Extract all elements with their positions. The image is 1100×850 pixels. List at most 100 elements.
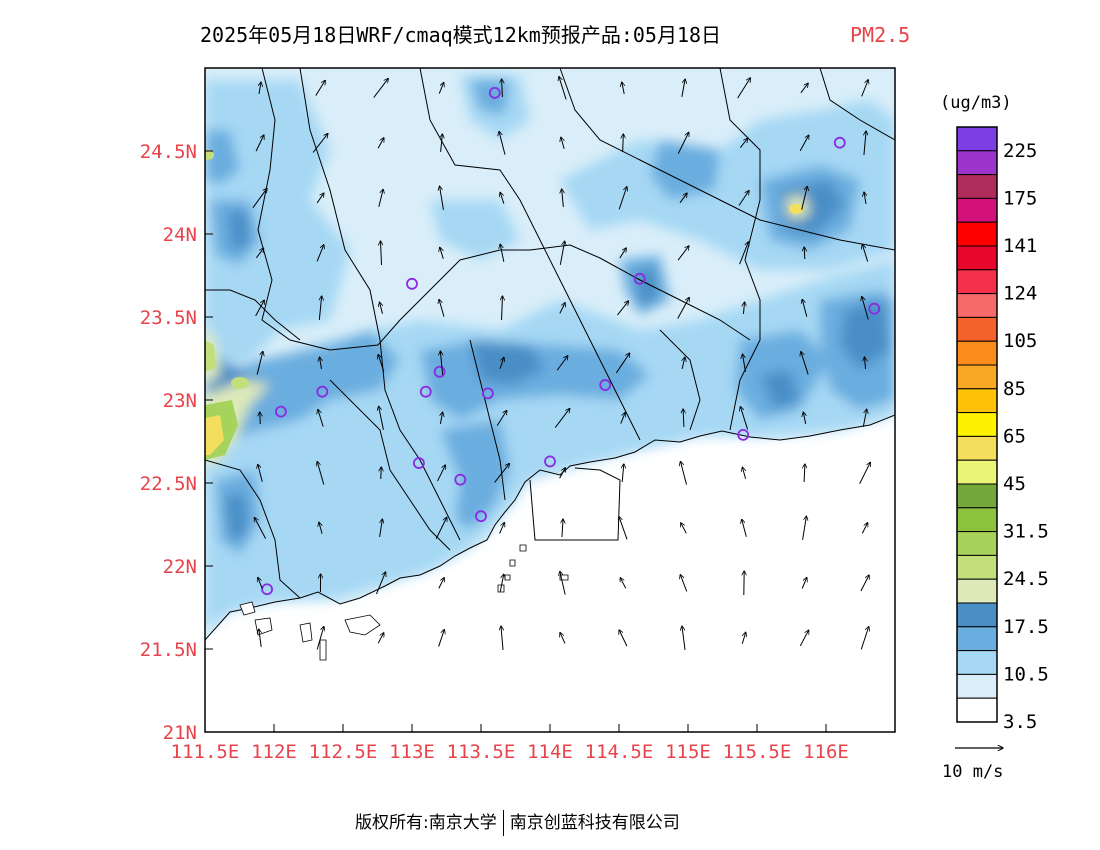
station-marker bbox=[261, 583, 274, 596]
wind-arrow bbox=[380, 241, 381, 266]
wind-arrow bbox=[252, 188, 267, 208]
legend-swatch bbox=[956, 316, 998, 342]
wind-arrow bbox=[499, 131, 506, 155]
wind-arrow bbox=[802, 299, 808, 317]
wind-arrow bbox=[316, 193, 324, 204]
wind-arrow bbox=[622, 82, 624, 94]
legend-swatch bbox=[956, 340, 998, 366]
wind-arrow bbox=[742, 467, 747, 479]
station-marker bbox=[406, 277, 418, 290]
wind-arrow bbox=[501, 626, 503, 650]
wind-arrow bbox=[619, 630, 628, 647]
legend-swatch bbox=[956, 412, 998, 437]
x-tick-label: 113.5E bbox=[447, 741, 516, 763]
wind-arrow bbox=[441, 134, 443, 153]
wind-arrow bbox=[681, 523, 687, 534]
wind-arrow bbox=[739, 138, 747, 149]
legend-swatch bbox=[956, 483, 998, 509]
wind-arrow bbox=[502, 296, 503, 321]
wind-arrow bbox=[679, 193, 687, 204]
wind-arrow bbox=[494, 464, 510, 483]
wind-arrow bbox=[380, 302, 383, 314]
wind-reference: 10 m/s bbox=[942, 748, 1003, 782]
footer-credits: 版权所有:南京大学 南京创蓝科技有限公司 bbox=[355, 808, 680, 836]
station-marker bbox=[316, 385, 329, 398]
wind-arrow bbox=[378, 189, 383, 207]
station-marker bbox=[599, 379, 612, 391]
wind-arrow bbox=[256, 351, 263, 375]
legend-swatch bbox=[956, 459, 998, 485]
legend-label: 45 bbox=[1003, 473, 1026, 495]
y-tick-label: 24.5N bbox=[140, 141, 197, 163]
wind-arrow bbox=[440, 351, 442, 375]
wind-arrow bbox=[499, 523, 505, 534]
legend-swatch bbox=[956, 221, 998, 247]
wind-arrow bbox=[438, 82, 443, 94]
legend-swatch bbox=[956, 435, 998, 461]
station-marker bbox=[433, 365, 446, 378]
wind-arrow bbox=[677, 297, 689, 319]
legend-swatch bbox=[956, 626, 998, 652]
wind-arrow bbox=[559, 77, 567, 100]
wind-arrow bbox=[559, 468, 566, 479]
wind-arrow bbox=[377, 633, 384, 644]
y-tick-label: 21N bbox=[163, 722, 197, 744]
wind-arrow bbox=[738, 191, 749, 206]
wind-arrow bbox=[622, 464, 624, 483]
wind-arrow bbox=[255, 248, 263, 259]
y-axis: 21N 21.5N 22N 22.5N 23N 23.5N 24N 24.5N bbox=[140, 141, 213, 744]
admin-boundaries bbox=[205, 68, 895, 641]
wind-arrow bbox=[680, 575, 688, 592]
legend-swatch bbox=[956, 197, 998, 223]
wind-arrow bbox=[620, 412, 625, 424]
wind-arrow bbox=[373, 78, 389, 98]
wind-arrow bbox=[864, 131, 866, 155]
wind-arrow bbox=[804, 464, 805, 483]
station-marker bbox=[633, 272, 646, 285]
station-marker bbox=[274, 405, 287, 418]
wind-arrow bbox=[560, 571, 566, 595]
wind-arrow bbox=[258, 464, 263, 482]
wind-arrow bbox=[803, 412, 805, 424]
y-tick-label: 24N bbox=[163, 224, 197, 246]
x-tick-label: 115.5E bbox=[723, 741, 792, 763]
wind-arrow bbox=[499, 357, 504, 369]
islands bbox=[239, 544, 569, 661]
wind-arrow bbox=[440, 412, 442, 424]
wind-arrow bbox=[378, 354, 385, 372]
legend-swatch bbox=[956, 697, 998, 723]
wind-arrow bbox=[619, 517, 628, 540]
copyright-text: 版权所有:南京大学 bbox=[355, 813, 497, 833]
wind-arrow bbox=[315, 80, 326, 96]
wind-arrow bbox=[379, 406, 384, 430]
wind-arrow bbox=[259, 82, 261, 94]
wind-arrow bbox=[799, 135, 809, 152]
x-tick-label: 112.5E bbox=[309, 741, 378, 763]
wind-arrow bbox=[255, 300, 265, 317]
station-marker bbox=[481, 387, 494, 400]
wind-arrow bbox=[319, 522, 323, 534]
legend-swatch bbox=[956, 673, 998, 699]
wind-arrow bbox=[379, 519, 383, 537]
wind-arrow bbox=[864, 192, 866, 204]
legend-label: 124 bbox=[1003, 283, 1037, 305]
legend-label: 10.5 bbox=[1003, 663, 1049, 685]
wind-arrow bbox=[559, 241, 564, 265]
legend-label: 24.5 bbox=[1003, 568, 1049, 590]
wind-arrow bbox=[260, 412, 261, 425]
wind-arrow bbox=[554, 408, 569, 428]
wind-reference-label: 10 m/s bbox=[942, 762, 1003, 782]
wind-arrow bbox=[562, 519, 563, 538]
wind-arrow bbox=[377, 138, 384, 149]
legend-label: 3.5 bbox=[1003, 711, 1037, 733]
wind-arrow bbox=[864, 357, 865, 370]
x-axis: 111.5E 112E 112.5E 113E 113.5E 114E 114.5E 115E… bbox=[171, 724, 849, 763]
color-legend bbox=[956, 126, 998, 723]
wind-arrow bbox=[802, 516, 807, 540]
wind-arrow bbox=[619, 248, 626, 259]
x-tick-label: 112E bbox=[251, 741, 297, 763]
legend-swatch bbox=[956, 293, 998, 318]
wind-arrow bbox=[799, 630, 808, 647]
wind-arrow bbox=[254, 517, 267, 539]
station-marker bbox=[868, 302, 881, 315]
